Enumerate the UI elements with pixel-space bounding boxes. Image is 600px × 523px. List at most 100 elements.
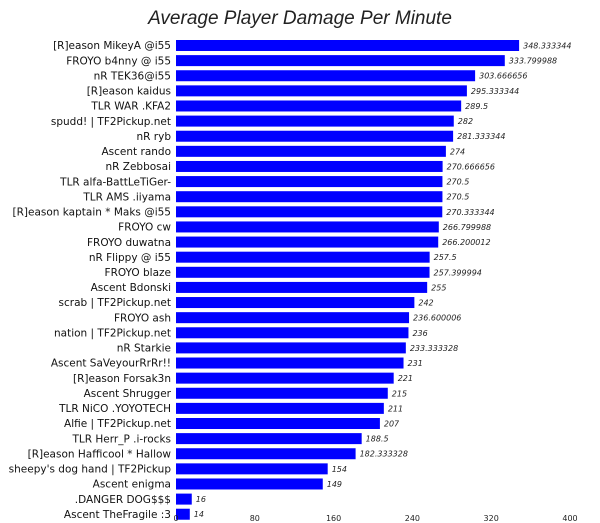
category-label: TLR NiCO .YOYOTECH [58, 403, 171, 415]
bar [176, 372, 394, 384]
bar [176, 327, 409, 339]
category-label: [R]eason Hafficool * Hallow [28, 448, 172, 460]
bar [176, 115, 454, 127]
category-label: Ascent TheFragile :3 [64, 509, 171, 521]
value-label: 231 [408, 359, 423, 368]
bar [176, 493, 192, 505]
category-label: nR Starkie [117, 343, 171, 355]
value-label: 236 [412, 329, 427, 338]
bar [176, 236, 439, 248]
value-label: 282 [458, 117, 473, 126]
value-label: 289.5 [465, 102, 488, 111]
bar [176, 206, 443, 218]
category-label: [R]eason kaptain * Maks @i55 [13, 207, 171, 219]
category-label: Alfie | TF2Pickup.net [64, 418, 171, 430]
value-labels: 348.333344 333.799988 303.666656 295.333344… [194, 42, 572, 520]
x-axis-ticks: 0 80 160 240 320 400 [173, 514, 577, 523]
bar [176, 433, 362, 445]
value-label: 274 [450, 147, 465, 156]
category-label: [R]eason kaidus [87, 86, 171, 98]
value-label: 236.600006 [413, 314, 461, 323]
bar [176, 418, 380, 429]
category-label: FROYO duwatna [87, 237, 171, 249]
value-label: 270.333344 [446, 208, 494, 217]
bars-layer [176, 40, 520, 520]
category-label: sheepy's dog hand | TF2Pickup [9, 464, 172, 476]
category-label: nR ryb [137, 131, 172, 143]
value-label: 348.333344 [523, 42, 571, 51]
bar [176, 448, 356, 460]
value-label: 270.5 [446, 193, 469, 202]
category-label: Ascent enigma [93, 479, 171, 491]
category-label: TLR AMS .iiyama [82, 191, 171, 203]
value-label: 182.333328 [360, 450, 408, 459]
category-label: spudd! | TF2Pickup.net [51, 116, 171, 128]
x-tick-label: 400 [562, 514, 577, 523]
value-label: 295.333344 [471, 87, 519, 96]
value-label: 154 [332, 465, 347, 474]
category-labels: [R]eason MikeyA @i55 FROYO b4nny @ i55 nR … [9, 40, 172, 521]
x-tick-label: 80 [250, 514, 260, 523]
category-label: FROYO b4nny @ i55 [66, 55, 171, 67]
bar [176, 100, 462, 112]
bar [176, 357, 404, 369]
bar [176, 312, 410, 324]
bar [176, 281, 428, 293]
bar [176, 478, 323, 490]
category-label: [R]eason MikeyA @i55 [53, 40, 171, 52]
category-label: FROYO cw [118, 222, 171, 234]
x-tick-label: 160 [326, 514, 341, 523]
bar [176, 221, 439, 233]
bar [176, 342, 406, 354]
x-tick-label: 240 [405, 514, 420, 523]
x-tick-label: 320 [484, 514, 499, 523]
category-label: nR TEK36@i55 [94, 70, 171, 82]
value-label: 221 [398, 374, 413, 383]
value-label: 255 [431, 283, 446, 292]
category-label: TLR Herr_P .i-rocks [72, 433, 172, 445]
bar [176, 266, 430, 278]
category-label: TLR WAR .KFA2 [90, 101, 171, 113]
value-label: 257.399994 [434, 268, 482, 277]
chart-title: Average Player Damage Per Minute [148, 8, 452, 29]
bar [176, 191, 443, 203]
bar [176, 55, 505, 67]
value-label: 207 [384, 420, 400, 429]
category-label: FROYO ash [114, 312, 171, 324]
bar [176, 40, 520, 51]
category-label: nR Zebbosai [105, 161, 171, 173]
category-label: [R]eason Forsak3n [73, 373, 171, 385]
category-label: scrab | TF2Pickup.net [59, 297, 171, 309]
value-label: 16 [196, 495, 206, 504]
bar [176, 508, 190, 520]
value-label: 333.799988 [509, 57, 557, 66]
category-label: nR Flippy @ i55 [89, 252, 171, 264]
x-tick-label: 0 [173, 514, 178, 523]
bar [176, 160, 443, 172]
category-label: Ascent Shrugger [84, 388, 172, 400]
bar [176, 176, 443, 188]
value-label: 14 [194, 510, 204, 519]
bar [176, 387, 388, 399]
category-label: Ascent SaVeyourRrRr!! [51, 358, 171, 370]
category-label: Ascent Bdonski [91, 282, 171, 294]
value-label: 281.333344 [457, 132, 505, 141]
value-label: 257.5 [434, 253, 457, 262]
value-label: 149 [327, 480, 342, 489]
value-label: 270.666656 [447, 162, 495, 171]
value-label: 242 [418, 299, 433, 308]
bar [176, 251, 430, 263]
bar [176, 402, 384, 414]
bar [176, 145, 446, 157]
category-label: .DANGER DOG$$$ [75, 494, 171, 506]
bar [176, 70, 476, 82]
value-label: 233.333328 [410, 344, 458, 353]
category-label: Ascent rando [102, 146, 172, 158]
value-label: 266.799988 [443, 223, 491, 232]
value-label: 266.200012 [442, 238, 490, 247]
bar [176, 463, 328, 475]
bar [176, 297, 415, 309]
bar [176, 85, 467, 97]
category-label: nation | TF2Pickup.net [54, 327, 171, 339]
